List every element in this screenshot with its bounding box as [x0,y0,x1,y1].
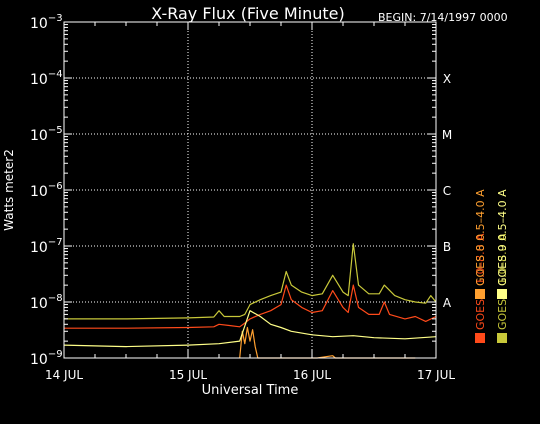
y-tick-label: 10−9 [30,349,63,368]
flare-class-label: B [443,240,451,254]
y-tick-label-base: 10 [30,296,48,312]
y-tick-label: 10−3 [30,13,63,32]
series-layer [63,243,437,359]
y-tick-label: 10−7 [30,237,63,256]
chart-title: X-Ray Flux (Five Minute) [151,4,344,23]
series-line [239,326,416,359]
x-tick-label: 14 JUL [45,368,83,382]
y-tick-label: 10−8 [30,293,63,312]
y-tick-label-base: 10 [30,184,48,200]
legend-swatch [475,333,485,343]
flare-class-label: X [443,72,451,86]
axis-ticks: 10−910−810−710−610−510−410−314 JUL 15 JUL… [30,13,455,382]
legend-label: GOES 9 0.5–4.0 A [496,189,509,286]
series-line [64,284,437,329]
y-tick-label-exponent: −7 [48,237,63,248]
x-tick-label: 16 JUL [293,368,331,382]
y-tick-label: 10−4 [30,69,63,88]
y-axis-label: Watts meter2 [2,149,16,231]
y-tick-label-base: 10 [30,352,48,368]
y-tick-label-exponent: −6 [48,181,63,192]
x-tick-label: 17 JUL [417,368,455,382]
y-tick-label-exponent: −4 [48,69,63,80]
flare-class-label: C [443,184,451,198]
legend-swatch [475,289,485,299]
legend-label: GOES 8 1.0–8.0 A [474,233,487,330]
x-axis-label: Universal Time [202,383,299,398]
y-tick-label-exponent: −5 [48,125,63,136]
series-line [63,310,437,348]
legend-swatch [497,333,507,343]
y-tick-label-exponent: −8 [48,293,63,304]
y-tick-label-base: 10 [30,16,48,32]
legend-swatch [497,289,507,299]
begin-date-label: BEGIN: 7/14/1997 0000 [378,11,508,24]
legend-label: GOES 9 1.0–8.0 A [496,233,509,330]
series-line [64,243,437,320]
y-tick-label-exponent: −9 [48,349,63,360]
flare-class-label: A [443,296,452,310]
flare-class-label: M [442,128,452,142]
y-tick-label-exponent: −3 [48,13,63,24]
grid-lines [64,22,436,358]
y-tick-label: 10−6 [30,181,63,200]
y-tick-label-base: 10 [30,72,48,88]
legend-label: GOES 8 0.5–4.0 A [474,189,487,286]
y-tick-label-base: 10 [30,128,48,144]
y-tick-label-base: 10 [30,240,48,256]
x-tick-label: 15 JUL [169,368,207,382]
y-tick-label: 10−5 [30,125,63,144]
